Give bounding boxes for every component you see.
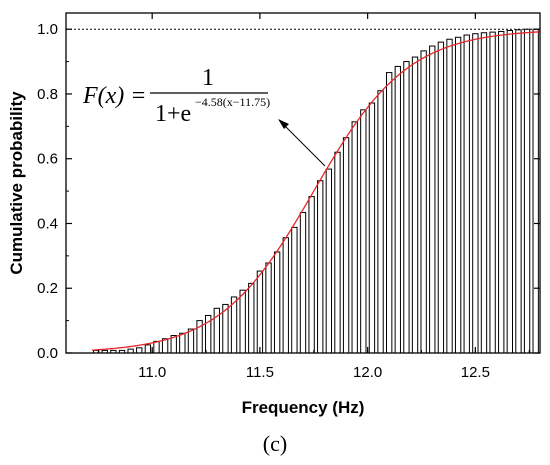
histogram-bar [463, 34, 470, 354]
formula-lhs: F(x) = [82, 83, 147, 109]
histogram-bar [532, 28, 539, 354]
histogram-bar [248, 282, 255, 354]
formula-exponent: −4.58(x−11.75) [195, 95, 270, 109]
fit-curve [91, 31, 541, 351]
histogram-bar [360, 109, 367, 354]
histogram-bar [273, 251, 281, 354]
histogram-bar [420, 50, 427, 354]
histogram-bar [394, 65, 401, 354]
histogram-bar [368, 102, 376, 354]
x-tick-label: 11.5 [246, 364, 274, 381]
histogram-bar [299, 211, 307, 354]
x-axis-title: Frequency (Hz) [242, 398, 365, 417]
histogram-bar [187, 328, 195, 354]
histogram-bar [446, 38, 453, 354]
histogram-bar [144, 344, 152, 354]
histogram-bar [325, 168, 333, 354]
histogram-bar [506, 29, 514, 354]
y-tick-label: 0.2 [37, 280, 58, 297]
x-axis-ticks: 11.0 11.5 12.0 12.5 [97, 13, 530, 381]
y-axis-title: Cumulative probability [7, 91, 26, 275]
histogram-bar [351, 121, 358, 354]
annotation-arrow [278, 119, 326, 167]
histogram-bar [411, 56, 419, 354]
histogram-bar [454, 36, 462, 354]
histogram-bar [403, 61, 410, 354]
histogram-bar [282, 237, 289, 354]
x-tick-label: 11.0 [138, 364, 166, 381]
y-tick-label: 0.8 [37, 86, 58, 103]
histogram-bar [472, 33, 479, 354]
histogram-bar [515, 29, 522, 354]
formula-annotation: F(x) = 1 1+e −4.58(x−11.75) [82, 65, 270, 127]
histogram-bar [377, 90, 384, 354]
histogram-bar [136, 347, 143, 354]
histogram-bar [265, 262, 272, 354]
histogram-bar [489, 31, 496, 354]
formula-numerator: 1 [202, 65, 214, 91]
histogram-bar [480, 32, 488, 354]
y-tick-label: 0.4 [37, 215, 58, 232]
histogram-bar [317, 180, 324, 354]
histogram-bar [239, 289, 246, 354]
histogram-bar [308, 196, 315, 354]
histogram-bar [429, 45, 436, 354]
histogram-bar [342, 137, 350, 354]
y-tick-label: 1.0 [37, 21, 58, 38]
x-tick-label: 12.5 [461, 364, 490, 381]
histogram-bar [498, 30, 505, 354]
plot-frame [65, 12, 541, 354]
histogram-bar [437, 41, 445, 354]
y-tick-label: 0.0 [37, 345, 58, 362]
histogram-bar [230, 296, 238, 354]
formula-denominator: 1+e [155, 101, 191, 127]
histogram-bar [386, 72, 393, 354]
histogram-bar [334, 151, 341, 354]
panel-label: (c) [263, 431, 287, 456]
histogram-bar [523, 28, 531, 354]
histogram-bar [256, 270, 264, 354]
x-tick-label: 12.0 [353, 364, 382, 381]
histogram-bar [291, 226, 298, 354]
histogram-bar [179, 332, 186, 354]
histogram-bar [153, 340, 160, 354]
y-tick-label: 0.6 [37, 151, 58, 168]
